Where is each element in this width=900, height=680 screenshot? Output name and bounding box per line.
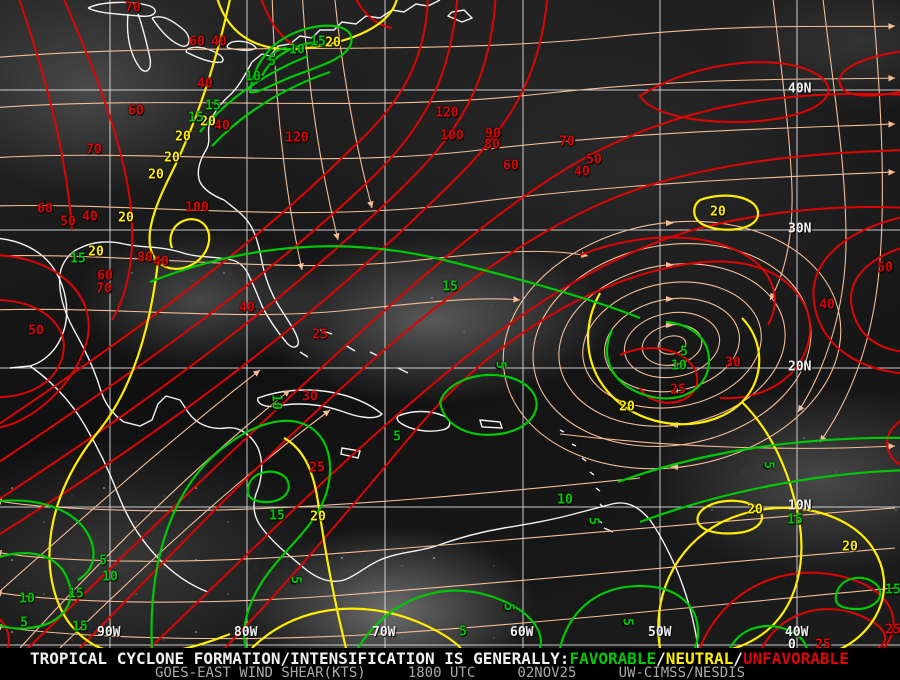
headline-prefix: TROPICAL CYCLONE FORMATION/INTENSIFICATI… xyxy=(30,649,570,668)
product-name: GOES-EAST WIND SHEAR(KTS) xyxy=(154,665,366,680)
contour-red-layer xyxy=(0,0,900,648)
coastline-layer xyxy=(0,0,699,648)
product-date: 02NOV25 xyxy=(517,665,577,680)
map-vector-overlay xyxy=(0,0,900,648)
favorable-label: FAVORABLE xyxy=(569,649,657,668)
contour-yellow-layer xyxy=(48,0,886,648)
separator: / xyxy=(733,649,743,668)
product-time: 1800 UTC xyxy=(407,665,476,680)
unfavorable-label: UNFAVORABLE xyxy=(742,649,849,668)
product-source: UW-CIMSS/NESDIS xyxy=(618,665,746,680)
latlon-grid xyxy=(0,0,900,648)
headline: TROPICAL CYCLONE FORMATION/INTENSIFICATI… xyxy=(30,649,849,668)
separator: / xyxy=(656,649,666,668)
contour-green-layer xyxy=(0,24,900,648)
credit-line: GOES-EAST WIND SHEAR(KTS) 1800 UTC 02NOV… xyxy=(0,665,900,680)
neutral-label: NEUTRAL xyxy=(665,649,734,668)
streamline-layer xyxy=(0,0,896,648)
caption-bar: TROPICAL CYCLONE FORMATION/INTENSIFICATI… xyxy=(0,648,900,680)
